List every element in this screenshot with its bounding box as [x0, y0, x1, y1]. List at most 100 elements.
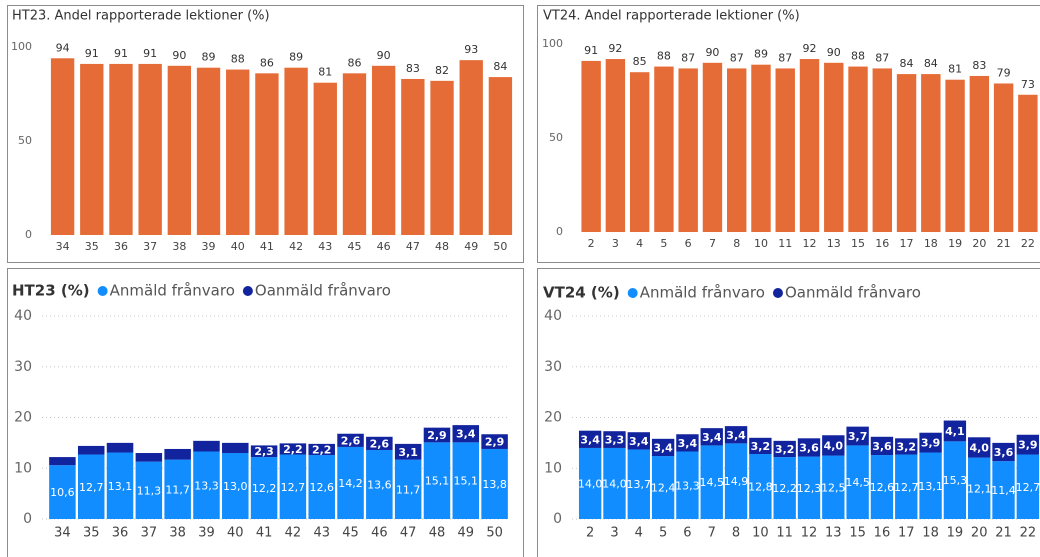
y-tick-label: 0 — [23, 511, 32, 527]
value-label: 91 — [143, 47, 157, 60]
bar — [255, 73, 279, 235]
bar-segment — [279, 454, 307, 519]
y-tick-label: 0 — [553, 511, 562, 527]
bar-segment — [337, 446, 364, 519]
value-label: 12,7 — [79, 481, 104, 494]
bar-segment — [676, 451, 699, 519]
x-tick-label: 16 — [875, 237, 889, 250]
value-label: 15,1 — [425, 475, 450, 488]
x-tick-label: 46 — [371, 526, 388, 541]
value-label: 12,8 — [748, 481, 773, 494]
bar — [702, 62, 723, 232]
x-tick-label: 50 — [486, 526, 503, 541]
x-tick-label: 22 — [1020, 526, 1037, 541]
x-tick-label: 49 — [458, 526, 475, 541]
x-tick-label: 37 — [141, 526, 158, 541]
legend-label: Oanmäld frånvaro — [785, 284, 921, 302]
x-tick-label: 45 — [342, 526, 359, 541]
bar-segment — [164, 448, 191, 460]
x-tick-label: 18 — [924, 237, 938, 250]
bar-segment — [992, 442, 1015, 462]
bar — [921, 74, 941, 232]
value-label: 13,8 — [482, 478, 507, 491]
x-tick-label: 6 — [683, 526, 691, 541]
value-label: 81 — [948, 63, 962, 76]
x-tick-label: 10 — [754, 237, 768, 250]
value-label: 3,4 — [678, 437, 698, 450]
x-tick-label: 45 — [347, 240, 361, 253]
y-tick-label: 30 — [544, 359, 562, 375]
value-label: 12,6 — [309, 481, 334, 494]
bar — [824, 62, 844, 232]
legend-label: Anmäld frånvaro — [640, 284, 765, 302]
bar-segment — [1016, 434, 1040, 455]
chart-title: VT24. Andel rapporterade lektioner (%) — [543, 9, 800, 24]
bar-segment — [749, 454, 772, 519]
bar — [488, 77, 513, 235]
x-tick-label: 7 — [708, 526, 716, 541]
value-label: 14,5 — [699, 476, 724, 489]
bar — [401, 78, 425, 236]
value-label: 88 — [851, 50, 865, 63]
bar-segment — [797, 456, 821, 519]
bar-segment — [627, 432, 650, 450]
value-label: 14,0 — [578, 477, 603, 490]
value-label: 2,2 — [312, 443, 332, 456]
value-label: 88 — [657, 50, 671, 63]
x-tick-label: 18 — [922, 526, 939, 541]
y-tick-label: 10 — [544, 460, 562, 476]
bar-segment — [773, 457, 796, 519]
x-tick-label: 17 — [898, 526, 915, 541]
x-tick-label: 3 — [610, 526, 618, 541]
value-label: 13,1 — [918, 480, 943, 493]
bar-segment — [250, 445, 278, 458]
x-tick-label: 7 — [709, 237, 716, 250]
bar — [1018, 94, 1038, 232]
y-tick-label: 30 — [14, 359, 32, 375]
value-label: 12,2 — [252, 482, 277, 495]
value-label: 3,4 — [580, 433, 600, 446]
value-label: 86 — [260, 56, 274, 69]
x-tick-label: 2 — [588, 237, 595, 250]
bar — [80, 63, 104, 235]
x-tick-label: 8 — [733, 237, 740, 250]
value-label: 4,0 — [969, 441, 989, 454]
x-tick-label: 15 — [849, 526, 866, 541]
value-label: 12,6 — [870, 481, 895, 494]
bar-segment — [77, 445, 105, 455]
x-tick-label: 5 — [659, 526, 667, 541]
bar-segment — [773, 440, 796, 458]
value-label: 3,1 — [398, 446, 418, 459]
x-tick-label: 2 — [586, 526, 594, 541]
y-tick-label: 100 — [11, 40, 32, 53]
bar-segment — [135, 453, 163, 462]
bar-segment — [481, 434, 508, 449]
value-label: 3,4 — [629, 435, 649, 448]
legend-marker — [627, 288, 638, 298]
chart-title: HT23 (%) — [12, 282, 90, 300]
bar-segment — [366, 436, 393, 450]
value-label: 90 — [172, 49, 186, 62]
x-tick-label: 48 — [429, 526, 446, 541]
x-tick-label: 49 — [464, 240, 478, 253]
bar-segment — [943, 441, 967, 519]
bar — [605, 59, 626, 232]
value-label: 90 — [827, 46, 841, 59]
x-tick-label: 42 — [285, 526, 302, 541]
value-label: 93 — [464, 43, 478, 56]
value-label: 2,3 — [254, 445, 274, 458]
bar-segment — [797, 438, 821, 457]
bar-segment — [222, 442, 249, 454]
value-label: 90 — [705, 46, 719, 59]
bar-segment — [164, 459, 191, 519]
x-tick-label: 40 — [231, 240, 245, 253]
bar — [226, 69, 250, 235]
x-tick-label: 47 — [406, 240, 420, 253]
value-label: 14,0 — [602, 477, 627, 490]
value-label: 3,6 — [994, 446, 1014, 459]
x-tick-label: 4 — [635, 526, 643, 541]
x-tick-label: 11 — [776, 526, 793, 541]
x-tick-label: 13 — [827, 237, 841, 250]
value-label: 12,2 — [772, 482, 797, 495]
bar — [969, 75, 990, 233]
